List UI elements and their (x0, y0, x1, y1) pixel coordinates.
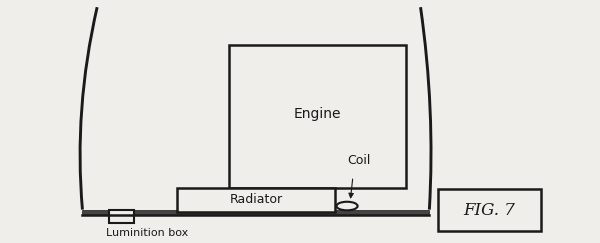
Bar (109, 210, 134, 223)
Bar (438, 189, 541, 231)
Text: Engine: Engine (294, 107, 341, 121)
Text: Coil: Coil (347, 154, 370, 167)
Circle shape (337, 202, 358, 210)
Text: Radiator: Radiator (229, 193, 283, 206)
Bar (82, 210, 430, 215)
Bar (229, 45, 406, 188)
Text: Luminition box: Luminition box (106, 228, 188, 238)
Bar (176, 188, 335, 212)
Text: FIG. 7: FIG. 7 (464, 202, 515, 219)
